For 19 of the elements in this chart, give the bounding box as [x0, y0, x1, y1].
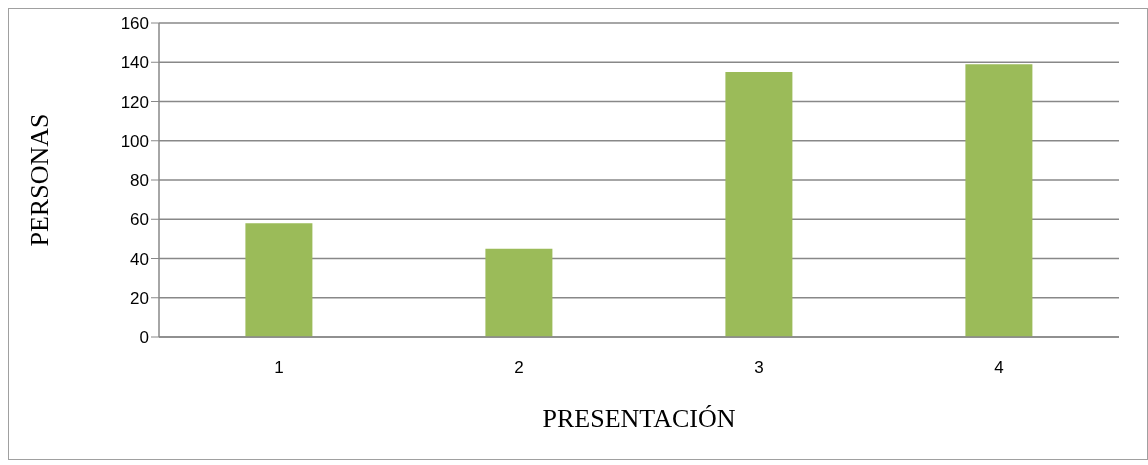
y-tick-label: 160 [120, 14, 149, 34]
y-tick-label: 40 [130, 249, 149, 269]
bar [245, 223, 313, 337]
y-tick-label: 0 [139, 328, 149, 348]
x-tick-label: 4 [994, 358, 1004, 378]
bar [725, 72, 793, 337]
y-tick-label: 140 [120, 53, 149, 73]
x-tick-label: 2 [514, 358, 524, 378]
y-tick-label: 100 [120, 131, 149, 151]
y-tick-label: 20 [130, 288, 149, 308]
x-tick-label: 3 [754, 358, 764, 378]
x-axis-title: PRESENTACIÓN [542, 404, 736, 433]
bar [485, 248, 553, 337]
y-tick-label: 120 [120, 92, 149, 112]
y-tick-label: 80 [130, 171, 149, 191]
y-axis-title: PERSONAS [25, 113, 55, 247]
x-tick-label: 1 [274, 358, 284, 378]
y-tick-label: 60 [130, 210, 149, 230]
bar [965, 64, 1033, 337]
